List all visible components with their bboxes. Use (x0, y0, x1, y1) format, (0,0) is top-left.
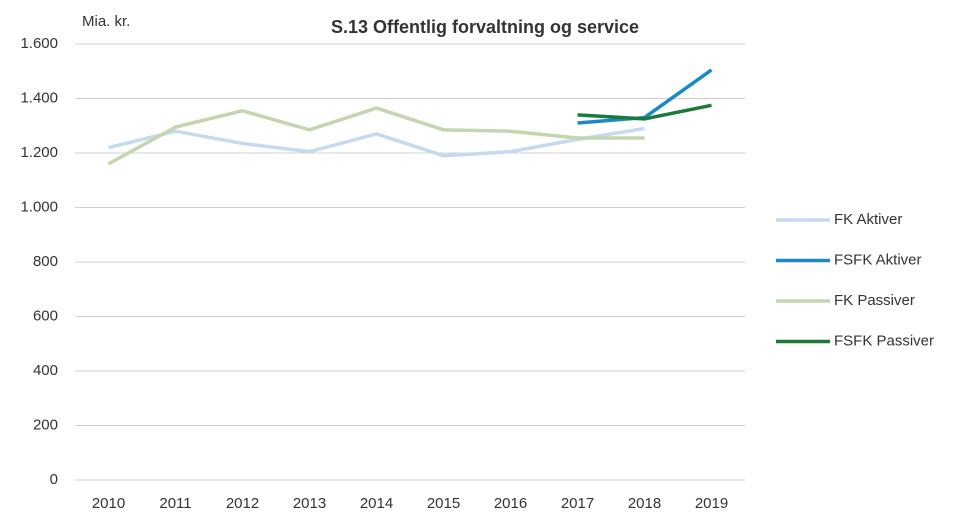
x-tick-label: 2019 (695, 495, 728, 512)
x-tick-label: 2011 (159, 495, 191, 512)
line-series (107, 106, 645, 166)
y-tick-label: 1.600 (20, 35, 58, 52)
y-tick-label: 1.000 (20, 198, 58, 215)
y-tick-label: 400 (33, 362, 58, 379)
y-tick-label: 800 (33, 253, 58, 270)
y-axis-unit: Mia. kr. (82, 13, 130, 30)
y-tick-label: 1.400 (20, 89, 58, 106)
chart-title: S.13 Offentlig forvaltning og service (331, 17, 639, 37)
legend-label: FK Aktiver (834, 211, 902, 228)
y-tick-label: 0 (50, 471, 58, 488)
x-tick-label: 2013 (293, 495, 326, 512)
line-series (108, 126, 645, 158)
x-tick-label: 2012 (226, 495, 259, 512)
legend-label: FSFK Aktiver (834, 251, 922, 268)
x-tick-label: 2016 (494, 495, 527, 512)
x-tick-label: 2010 (92, 495, 125, 512)
x-tick-label: 2018 (628, 495, 661, 512)
y-tick-label: 1.200 (20, 144, 58, 161)
line-series (577, 103, 712, 121)
x-tick-label: 2015 (427, 495, 460, 512)
legend-label: FK Passiver (834, 292, 915, 309)
x-tick-label: 2014 (360, 495, 393, 512)
x-tick-label: 2017 (561, 495, 594, 512)
y-tick-label: 200 (33, 416, 58, 433)
y-tick-label: 600 (33, 307, 58, 324)
legend-label: FSFK Passiver (834, 332, 934, 349)
